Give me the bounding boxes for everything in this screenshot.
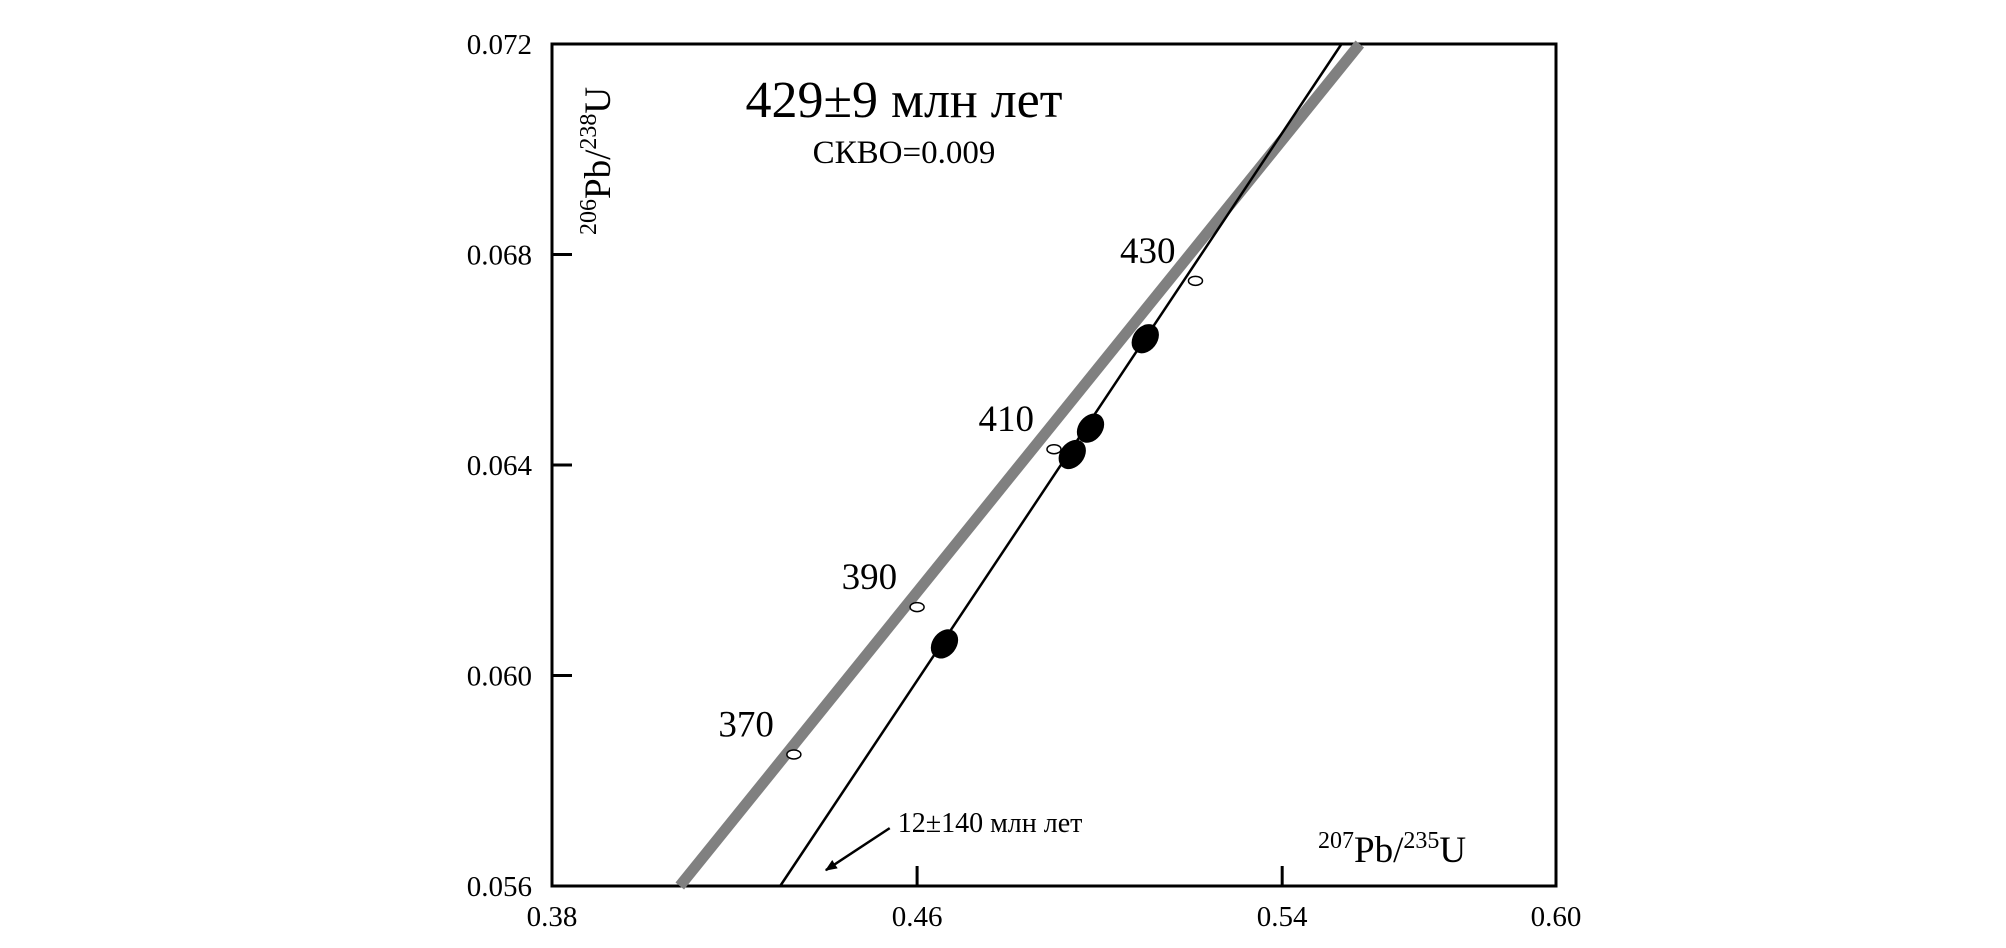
age-mark xyxy=(786,749,802,760)
y-tick-label: 0.064 xyxy=(467,450,533,482)
plot-series xyxy=(675,40,1365,890)
plot-frame xyxy=(550,42,1558,888)
age-mark-label: 430 xyxy=(1120,231,1176,272)
chart-title: 429±9 млн лет xyxy=(746,72,1063,129)
y-tick-label: 0.060 xyxy=(467,661,532,693)
x-axis-label-sup2: 235 xyxy=(1403,828,1439,854)
y-axis-label-sup1: 206 xyxy=(576,199,602,235)
annotation-label: 12±140 млн лет xyxy=(898,808,1083,839)
chart-subtitle: СКВО=0.009 xyxy=(813,135,996,171)
data-point-ellipse xyxy=(930,629,959,659)
y-axis-label-sup2: 238 xyxy=(576,114,602,150)
data-point-ellipse xyxy=(1058,439,1086,470)
y-axis-label-base2: U xyxy=(578,87,619,114)
x-tick-label: 0.46 xyxy=(892,901,943,933)
data-point-ellipse xyxy=(1076,413,1105,443)
y-axis-label: 206Pb/238U xyxy=(576,87,619,235)
x-tick-label: 0.54 xyxy=(1257,901,1308,933)
x-axis-label-base2: U xyxy=(1439,830,1466,871)
x-axis-label: 207Pb/235U xyxy=(1318,828,1466,871)
axes: 0.38 0.46 0.54 0.60 0.056 0.060 0.064 0.068 0.07… xyxy=(467,29,1582,933)
y-tick-label: 0.056 xyxy=(467,871,532,903)
annotation-arrow xyxy=(824,827,891,872)
y-tick-label: 0.068 xyxy=(467,240,532,272)
age-mark-label: 390 xyxy=(842,557,898,598)
age-mark xyxy=(909,601,925,613)
x-tick-label: 0.38 xyxy=(527,901,578,933)
data-point-ellipse xyxy=(1131,324,1159,354)
age-mark-label: 410 xyxy=(979,399,1035,440)
x-axis-label-sup1: 207 xyxy=(1318,828,1354,854)
age-mark xyxy=(1187,275,1204,287)
y-tick-label: 0.072 xyxy=(467,29,532,61)
x-tick-label: 0.60 xyxy=(1531,901,1582,933)
y-axis-label-base1: Pb/ xyxy=(578,149,619,199)
x-axis-label-base1: Pb/ xyxy=(1354,830,1404,871)
plot-labels: 370 390 410 430 12±140 млн лет xyxy=(718,231,1176,872)
concordia-curve xyxy=(675,40,1365,890)
age-mark-label: 370 xyxy=(718,704,774,745)
age-mark xyxy=(1046,443,1062,455)
